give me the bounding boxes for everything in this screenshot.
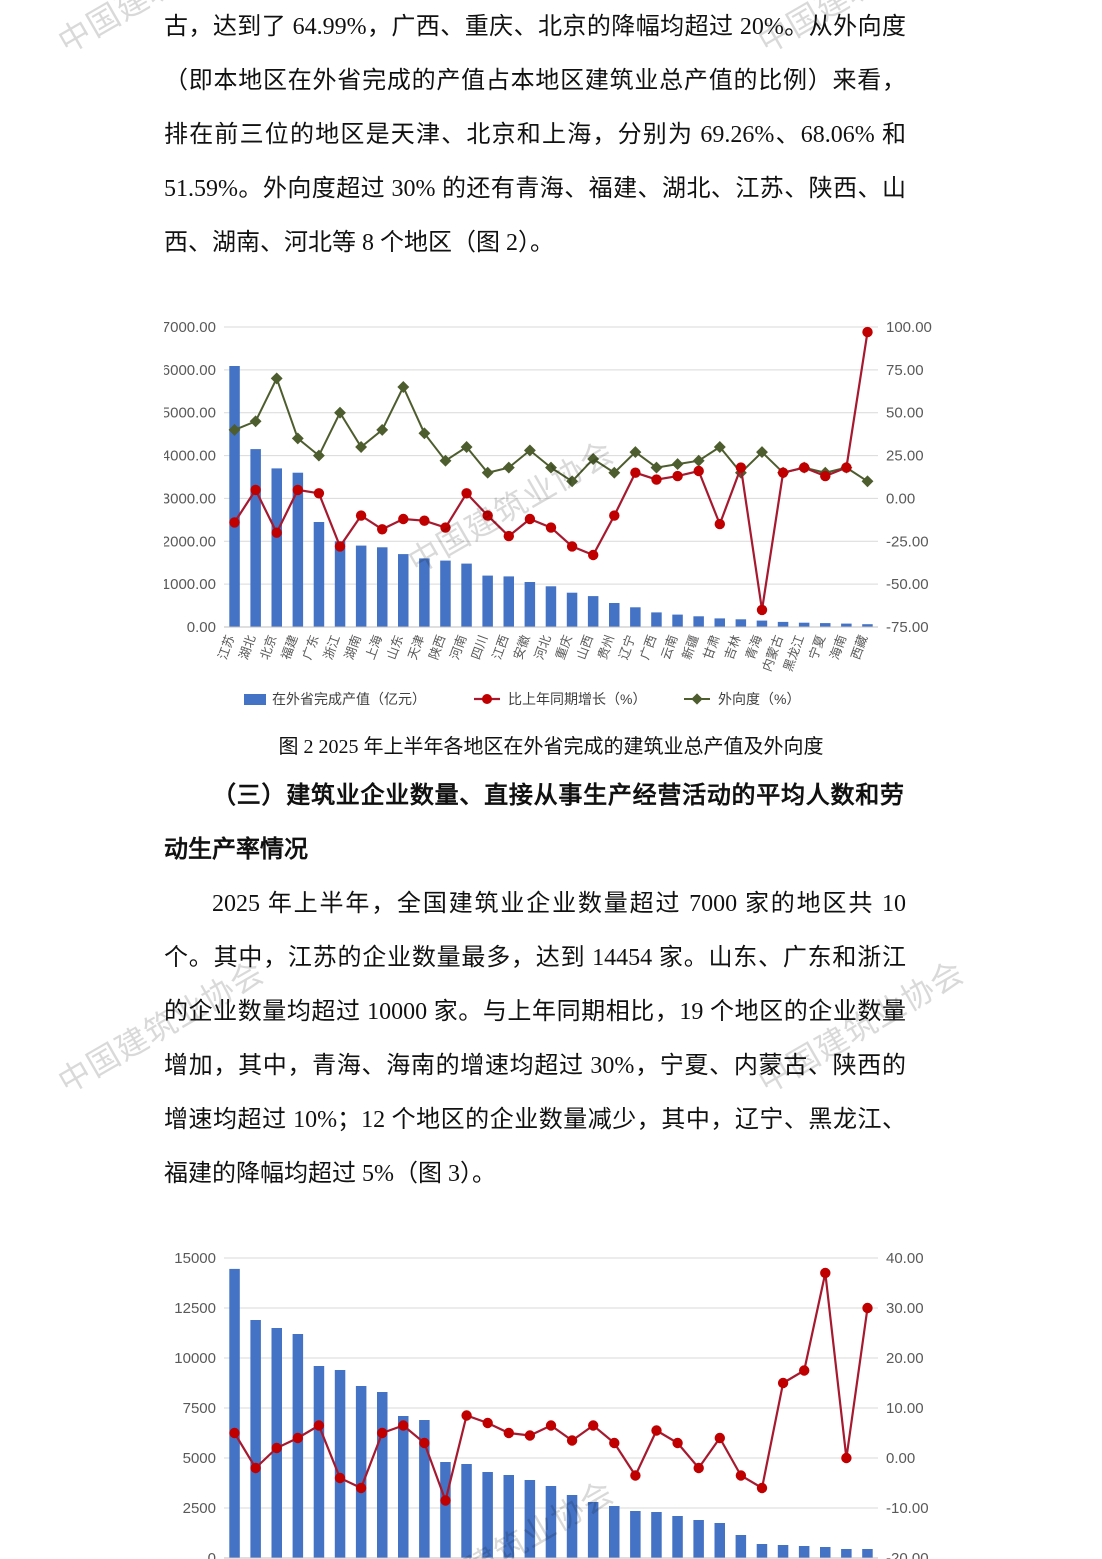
- svg-text:江苏: 江苏: [215, 633, 238, 662]
- svg-text:25.00: 25.00: [886, 448, 924, 465]
- svg-text:湖南: 湖南: [341, 633, 364, 662]
- svg-text:-20.00: -20.00: [886, 1550, 929, 1559]
- svg-text:广西: 广西: [638, 633, 660, 661]
- svg-text:新疆: 新疆: [679, 633, 702, 662]
- svg-text:20.00: 20.00: [886, 1350, 924, 1367]
- svg-text:辽宁: 辽宁: [616, 633, 639, 662]
- svg-text:四川: 四川: [469, 633, 491, 661]
- svg-text:7500: 7500: [183, 1400, 216, 1417]
- svg-text:100.00: 100.00: [886, 319, 932, 336]
- svg-text:0.00: 0.00: [886, 490, 915, 507]
- svg-text:5000.00: 5000.00: [164, 405, 216, 422]
- svg-text:云南: 云南: [658, 633, 681, 662]
- svg-text:在外省完成产值（亿元）: 在外省完成产值（亿元）: [272, 691, 426, 707]
- svg-text:陕西: 陕西: [426, 633, 449, 662]
- svg-text:外向度（%）: 外向度（%）: [718, 691, 800, 707]
- svg-text:-10.00: -10.00: [886, 1500, 929, 1517]
- svg-text:5000: 5000: [183, 1450, 216, 1467]
- svg-text:50.00: 50.00: [886, 405, 924, 422]
- svg-text:-25.00: -25.00: [886, 533, 929, 550]
- svg-text:西藏: 西藏: [849, 633, 871, 662]
- svg-text:30.00: 30.00: [886, 1300, 924, 1317]
- svg-text:青海: 青海: [742, 632, 765, 661]
- svg-text:山东: 山东: [384, 633, 406, 661]
- svg-text:15000: 15000: [174, 1250, 216, 1267]
- svg-text:75.00: 75.00: [886, 362, 924, 379]
- svg-text:吉林: 吉林: [722, 633, 744, 662]
- svg-text:贵州: 贵州: [595, 633, 617, 661]
- svg-text:宁夏: 宁夏: [805, 632, 828, 661]
- svg-text:7000.00: 7000.00: [164, 319, 216, 336]
- svg-text:10000: 10000: [174, 1350, 216, 1367]
- svg-text:0.00: 0.00: [187, 619, 216, 636]
- svg-text:天津: 天津: [406, 633, 428, 661]
- svg-text:1000.00: 1000.00: [164, 576, 216, 593]
- svg-text:-50.00: -50.00: [886, 576, 929, 593]
- svg-text:2500: 2500: [183, 1500, 216, 1517]
- svg-text:12500: 12500: [174, 1300, 216, 1317]
- svg-text:重庆: 重庆: [552, 632, 575, 661]
- svg-text:40.00: 40.00: [886, 1250, 924, 1267]
- svg-text:比上年同期增长（%）: 比上年同期增长（%）: [508, 691, 646, 707]
- svg-text:安徽: 安徽: [510, 632, 533, 661]
- svg-text:河北: 河北: [532, 633, 554, 662]
- svg-text:广东: 广东: [300, 633, 322, 661]
- svg-text:4000.00: 4000.00: [164, 448, 216, 465]
- svg-text:-75.00: -75.00: [886, 619, 929, 636]
- svg-text:10.00: 10.00: [886, 1400, 924, 1417]
- svg-text:北京: 北京: [258, 633, 280, 661]
- svg-text:2000.00: 2000.00: [164, 533, 216, 550]
- svg-text:福建: 福建: [278, 632, 301, 661]
- svg-text:上海: 上海: [362, 632, 385, 661]
- svg-text:6000.00: 6000.00: [164, 362, 216, 379]
- svg-text:浙江: 浙江: [320, 633, 343, 662]
- svg-text:湖北: 湖北: [236, 632, 259, 661]
- svg-text:0.00: 0.00: [886, 1450, 915, 1467]
- svg-text:河南: 河南: [447, 633, 470, 662]
- svg-text:0: 0: [208, 1550, 216, 1559]
- svg-text:甘肃: 甘肃: [701, 633, 723, 661]
- svg-text:山西: 山西: [574, 633, 596, 661]
- svg-text:海南: 海南: [827, 633, 850, 662]
- svg-text:江西: 江西: [490, 633, 512, 661]
- svg-text:3000.00: 3000.00: [164, 490, 216, 507]
